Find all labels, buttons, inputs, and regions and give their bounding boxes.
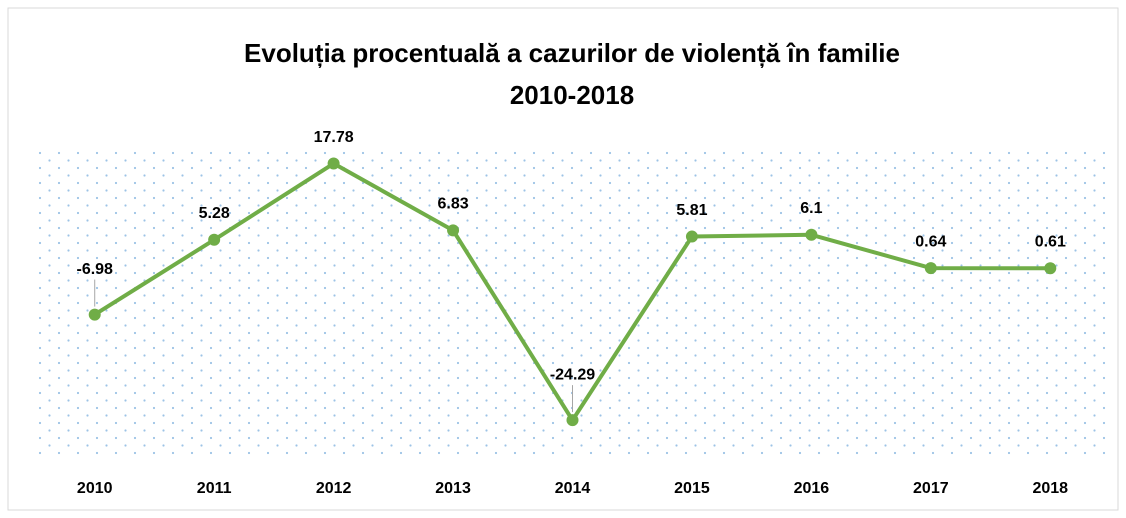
data-point: [924, 262, 937, 275]
data-label: 5.28: [199, 205, 230, 222]
x-tick-label: 2011: [197, 480, 232, 497]
data-point: [566, 414, 579, 427]
data-point: [805, 228, 818, 241]
data-point: [1044, 262, 1057, 275]
data-point: [208, 233, 221, 246]
data-label: -24.29: [550, 366, 595, 383]
data-point: [685, 230, 698, 243]
x-tick-label: 2014: [555, 480, 591, 497]
x-tick-label: 2018: [1032, 480, 1068, 497]
data-label: 0.61: [1035, 233, 1066, 250]
x-tick-label: 2016: [794, 480, 830, 497]
x-tick-label: 2010: [77, 480, 113, 497]
data-label: 0.64: [915, 233, 946, 250]
data-point: [447, 224, 460, 237]
data-label: -6.98: [76, 261, 113, 278]
chart-title: 2010-2018: [510, 80, 634, 110]
chart-title: Evoluția procentuală a cazurilor de viol…: [244, 38, 900, 68]
x-tick-label: 2017: [913, 480, 949, 497]
data-label: 5.81: [676, 202, 707, 219]
data-label: 6.83: [437, 196, 468, 213]
x-tick-label: 2015: [674, 480, 710, 497]
data-label: 6.1: [800, 200, 822, 217]
x-tick-label: 2013: [435, 480, 471, 497]
data-point: [327, 157, 340, 170]
data-label: 17.78: [314, 129, 354, 146]
x-tick-label: 2012: [316, 480, 352, 497]
data-point: [88, 308, 101, 321]
